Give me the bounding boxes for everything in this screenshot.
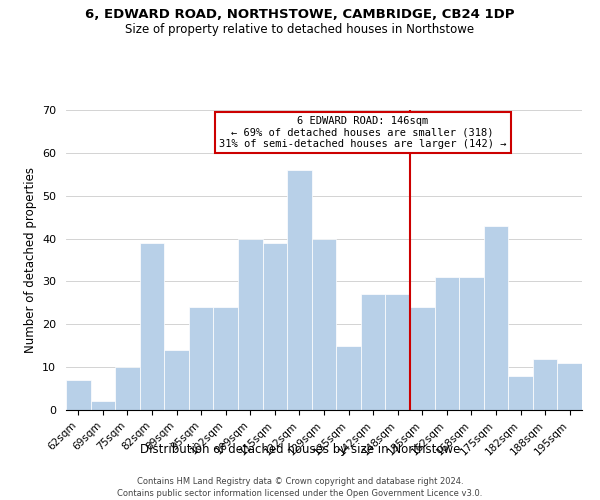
Bar <box>410 307 434 410</box>
Bar <box>459 277 484 410</box>
Bar <box>484 226 508 410</box>
Text: 6 EDWARD ROAD: 146sqm
← 69% of detached houses are smaller (318)
31% of semi-det: 6 EDWARD ROAD: 146sqm ← 69% of detached … <box>219 116 506 149</box>
Bar <box>189 307 214 410</box>
Bar <box>66 380 91 410</box>
Text: Distribution of detached houses by size in Northstowe: Distribution of detached houses by size … <box>140 442 460 456</box>
Y-axis label: Number of detached properties: Number of detached properties <box>23 167 37 353</box>
Bar <box>238 238 263 410</box>
Text: Contains public sector information licensed under the Open Government Licence v3: Contains public sector information licen… <box>118 489 482 498</box>
Bar <box>533 358 557 410</box>
Bar <box>312 238 336 410</box>
Bar <box>263 243 287 410</box>
Bar <box>557 363 582 410</box>
Bar <box>164 350 189 410</box>
Bar <box>434 277 459 410</box>
Bar <box>336 346 361 410</box>
Text: Size of property relative to detached houses in Northstowe: Size of property relative to detached ho… <box>125 22 475 36</box>
Bar <box>385 294 410 410</box>
Bar <box>287 170 312 410</box>
Bar <box>508 376 533 410</box>
Text: 6, EDWARD ROAD, NORTHSTOWE, CAMBRIDGE, CB24 1DP: 6, EDWARD ROAD, NORTHSTOWE, CAMBRIDGE, C… <box>85 8 515 20</box>
Text: Contains HM Land Registry data © Crown copyright and database right 2024.: Contains HM Land Registry data © Crown c… <box>137 478 463 486</box>
Bar <box>361 294 385 410</box>
Bar <box>115 367 140 410</box>
Bar <box>91 402 115 410</box>
Bar <box>140 243 164 410</box>
Bar <box>214 307 238 410</box>
